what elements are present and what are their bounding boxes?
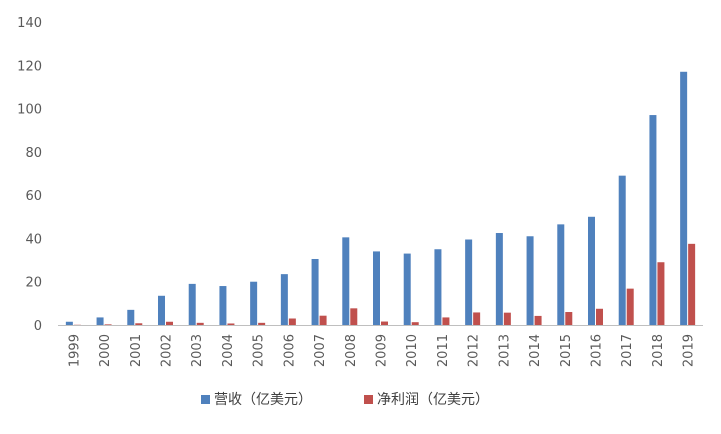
bar-revenue-2006 [280,274,288,325]
x-tick-label: 2016 [590,334,605,367]
bar-revenue-2014 [526,236,534,325]
x-tick-label: 2013 [497,334,512,367]
bar-net-profit-2007 [319,315,327,325]
x-tick-label: 2001 [129,334,144,367]
bar-revenue-2002 [158,295,165,325]
bar-revenue-2011 [434,249,442,325]
x-tick-label: 2006 [282,334,297,367]
bar-net-profit-2014 [534,315,542,325]
bar-net-profit-2010 [411,322,419,325]
legend-label-revenue: 营收（亿美元） [214,392,312,408]
y-tick-label: 100 [17,103,42,118]
bar-net-profit-2005 [258,322,266,325]
bar-revenue-1999 [65,321,73,325]
x-tick-label: 2003 [190,334,205,367]
bar-revenue-2003 [188,283,196,325]
x-tick-label: 2017 [620,334,635,367]
bar-revenue-2015 [557,224,565,325]
bar-net-profit-2004 [227,323,235,325]
bar-revenue-2017 [618,175,626,325]
y-tick-label: 80 [25,146,42,161]
bar-revenue-2009 [373,251,380,325]
bar-net-profit-2000 [104,324,112,325]
bar-net-profit-2003 [196,322,204,325]
bar-revenue-2007 [311,258,319,325]
x-tick-label: 2002 [160,334,175,367]
x-tick-label: 2011 [436,334,451,367]
x-tick-label: 2014 [528,334,543,367]
bar-net-profit-2018 [657,262,665,325]
bar-net-profit-2015 [565,312,573,325]
bar-net-profit-2009 [381,321,388,325]
x-axis: 1999 2000 2001 2002 2003 2004 2005 2006 2007 2008… [67,334,696,367]
y-tick-label: 140 [17,16,42,31]
bar-revenue-2000 [96,317,104,325]
y-tick-label: 40 [25,232,42,247]
bar-revenue-2013 [495,233,503,325]
bar-net-profit-2006 [288,318,296,325]
bar-net-profit-2008 [350,308,358,325]
bar-net-profit-2001 [135,323,143,325]
x-tick-label: 2010 [405,334,420,367]
x-tick-label: 2012 [467,334,482,367]
bars-group [65,71,696,326]
y-axis: 0 20 40 60 80 100 120 140 [17,16,42,334]
bar-net-profit-2019 [688,243,696,325]
x-tick-label: 2008 [344,334,359,367]
bar-net-profit-2016 [596,308,603,325]
bar-revenue-2012 [465,239,473,325]
bar-revenue-2004 [219,286,227,325]
legend-swatch-revenue [201,395,210,404]
x-tick-label: 2000 [98,334,113,367]
bar-revenue-2005 [250,281,258,325]
legend: 营收（亿美元） 净利润（亿美元） [201,392,489,408]
bar-revenue-2016 [588,216,595,325]
y-tick-label: 120 [17,59,42,74]
x-tick-label: 2019 [682,334,697,367]
bar-revenue-2001 [127,309,135,325]
x-tick-label: 2009 [375,334,390,367]
x-tick-label: 1999 [67,334,82,367]
x-tick-label: 2018 [651,334,666,367]
y-tick-label: 0 [34,319,42,334]
bar-net-profit-2002 [166,321,173,325]
x-tick-label: 2004 [221,334,236,367]
x-tick-label: 2015 [559,334,574,367]
y-tick-label: 20 [25,276,42,291]
x-tick-label: 2007 [313,334,328,367]
legend-label-net-profit: 净利润（亿美元） [377,392,489,408]
legend-swatch-net-profit [364,395,373,404]
bar-net-profit-2017 [626,288,634,325]
y-tick-label: 60 [25,189,42,204]
bar-revenue-2019 [680,71,688,326]
bar-net-profit-2012 [473,312,481,325]
bar-net-profit-2013 [503,312,511,325]
bar-revenue-2008 [342,237,350,325]
bar-revenue-2010 [403,253,411,325]
bar-net-profit-2011 [442,317,450,325]
x-tick-label: 2005 [252,334,267,367]
bar-revenue-2018 [649,115,657,325]
